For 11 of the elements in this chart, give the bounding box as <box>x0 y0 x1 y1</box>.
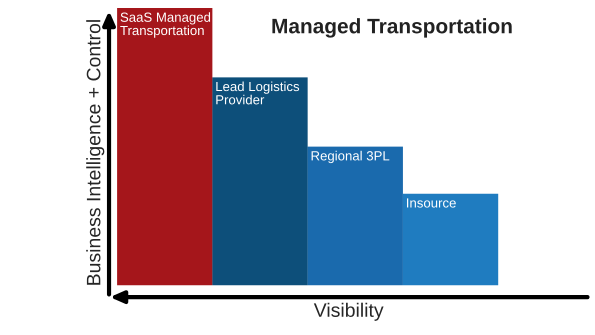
y-axis-title: Business Intelligence + Control <box>86 20 104 285</box>
bar <box>308 146 403 286</box>
x-tick-label: Lead Logistics Provider <box>216 81 300 104</box>
x-tick-label: SaaS Managed Transportation <box>120 12 210 38</box>
bar <box>212 77 308 286</box>
bar <box>117 8 212 286</box>
x-tick-label: Regional 3PL <box>312 150 390 164</box>
bar <box>402 194 498 286</box>
x-axis-title: Visibility <box>314 302 384 321</box>
chart-title: Managed Transportation <box>272 18 512 38</box>
x-tick-label: Insource <box>407 198 456 208</box>
